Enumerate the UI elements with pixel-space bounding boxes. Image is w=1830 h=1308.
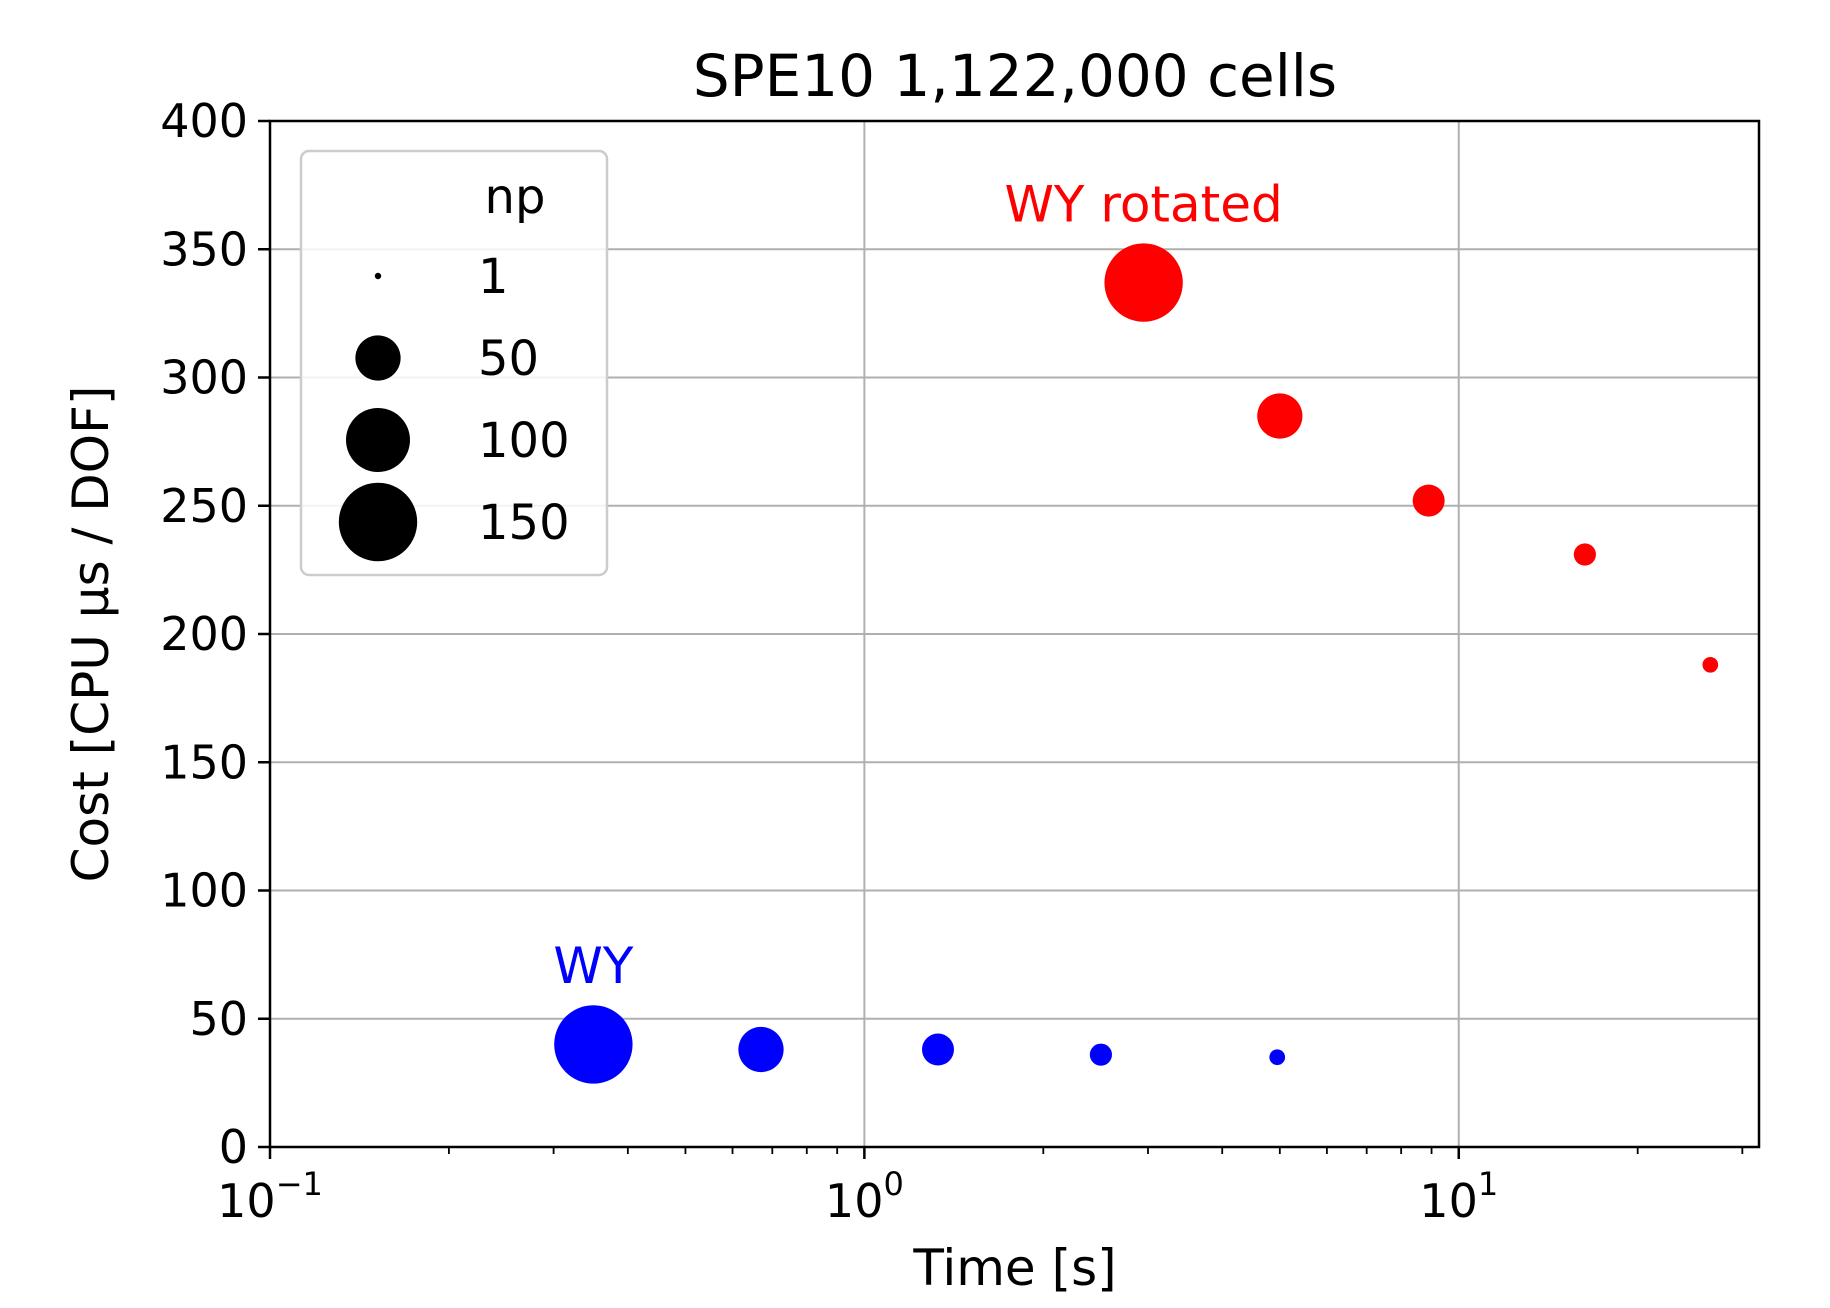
- data-point: [554, 1005, 633, 1084]
- data-point: [1089, 1043, 1112, 1066]
- y-tick-label: 200: [160, 607, 248, 661]
- x-tick-base: 10: [1419, 1174, 1478, 1228]
- data-point: [1702, 656, 1719, 673]
- y-tick-label: 50: [189, 992, 248, 1046]
- y-tick-label: 250: [160, 479, 248, 533]
- legend-entry-label: 50: [478, 331, 539, 387]
- data-point: [1573, 543, 1596, 566]
- x-tick-label: 101: [1419, 1165, 1498, 1228]
- x-tick-label: 100: [825, 1165, 904, 1228]
- y-tick-label: 0: [219, 1120, 248, 1174]
- legend-marker: [374, 272, 382, 280]
- series-label: WY rotated: [1004, 175, 1282, 233]
- legend-entry-label: 100: [478, 413, 570, 469]
- legend-title: np: [485, 169, 546, 225]
- legend-entry-label: 1: [478, 249, 509, 305]
- x-tick-base: 10: [825, 1174, 884, 1228]
- y-tick-label: 150: [160, 735, 248, 789]
- x-tick-label: 10−1: [217, 1165, 323, 1228]
- y-tick-label: 400: [160, 94, 248, 148]
- series-label: WY: [553, 937, 633, 995]
- x-axis-label: Time [s]: [912, 1239, 1116, 1297]
- data-point: [738, 1026, 784, 1073]
- legend-entry-label: 150: [478, 495, 570, 551]
- legend-marker: [338, 482, 418, 562]
- x-tick-exponent: 1: [1478, 1165, 1498, 1203]
- x-tick-exponent: 0: [883, 1165, 903, 1203]
- data-point: [1257, 393, 1303, 439]
- data-point: [1269, 1049, 1286, 1066]
- data-point: [1104, 243, 1183, 322]
- y-tick-label: 100: [160, 864, 248, 918]
- data-points: WY rotated WY: [553, 175, 1719, 1084]
- y-tick-label: 300: [160, 351, 248, 405]
- y-axis-label: Cost [CPU μs / DOF]: [62, 386, 120, 883]
- legend-marker: [346, 408, 410, 472]
- legend-marker: [355, 335, 401, 381]
- chart-title: SPE10 1,122,000 cells: [693, 42, 1337, 110]
- data-point: [1412, 484, 1445, 517]
- data-point: [921, 1033, 954, 1066]
- x-tick-base: 10: [217, 1174, 276, 1228]
- y-tick-label: 350: [160, 222, 248, 276]
- x-tick-exponent: −1: [276, 1165, 323, 1203]
